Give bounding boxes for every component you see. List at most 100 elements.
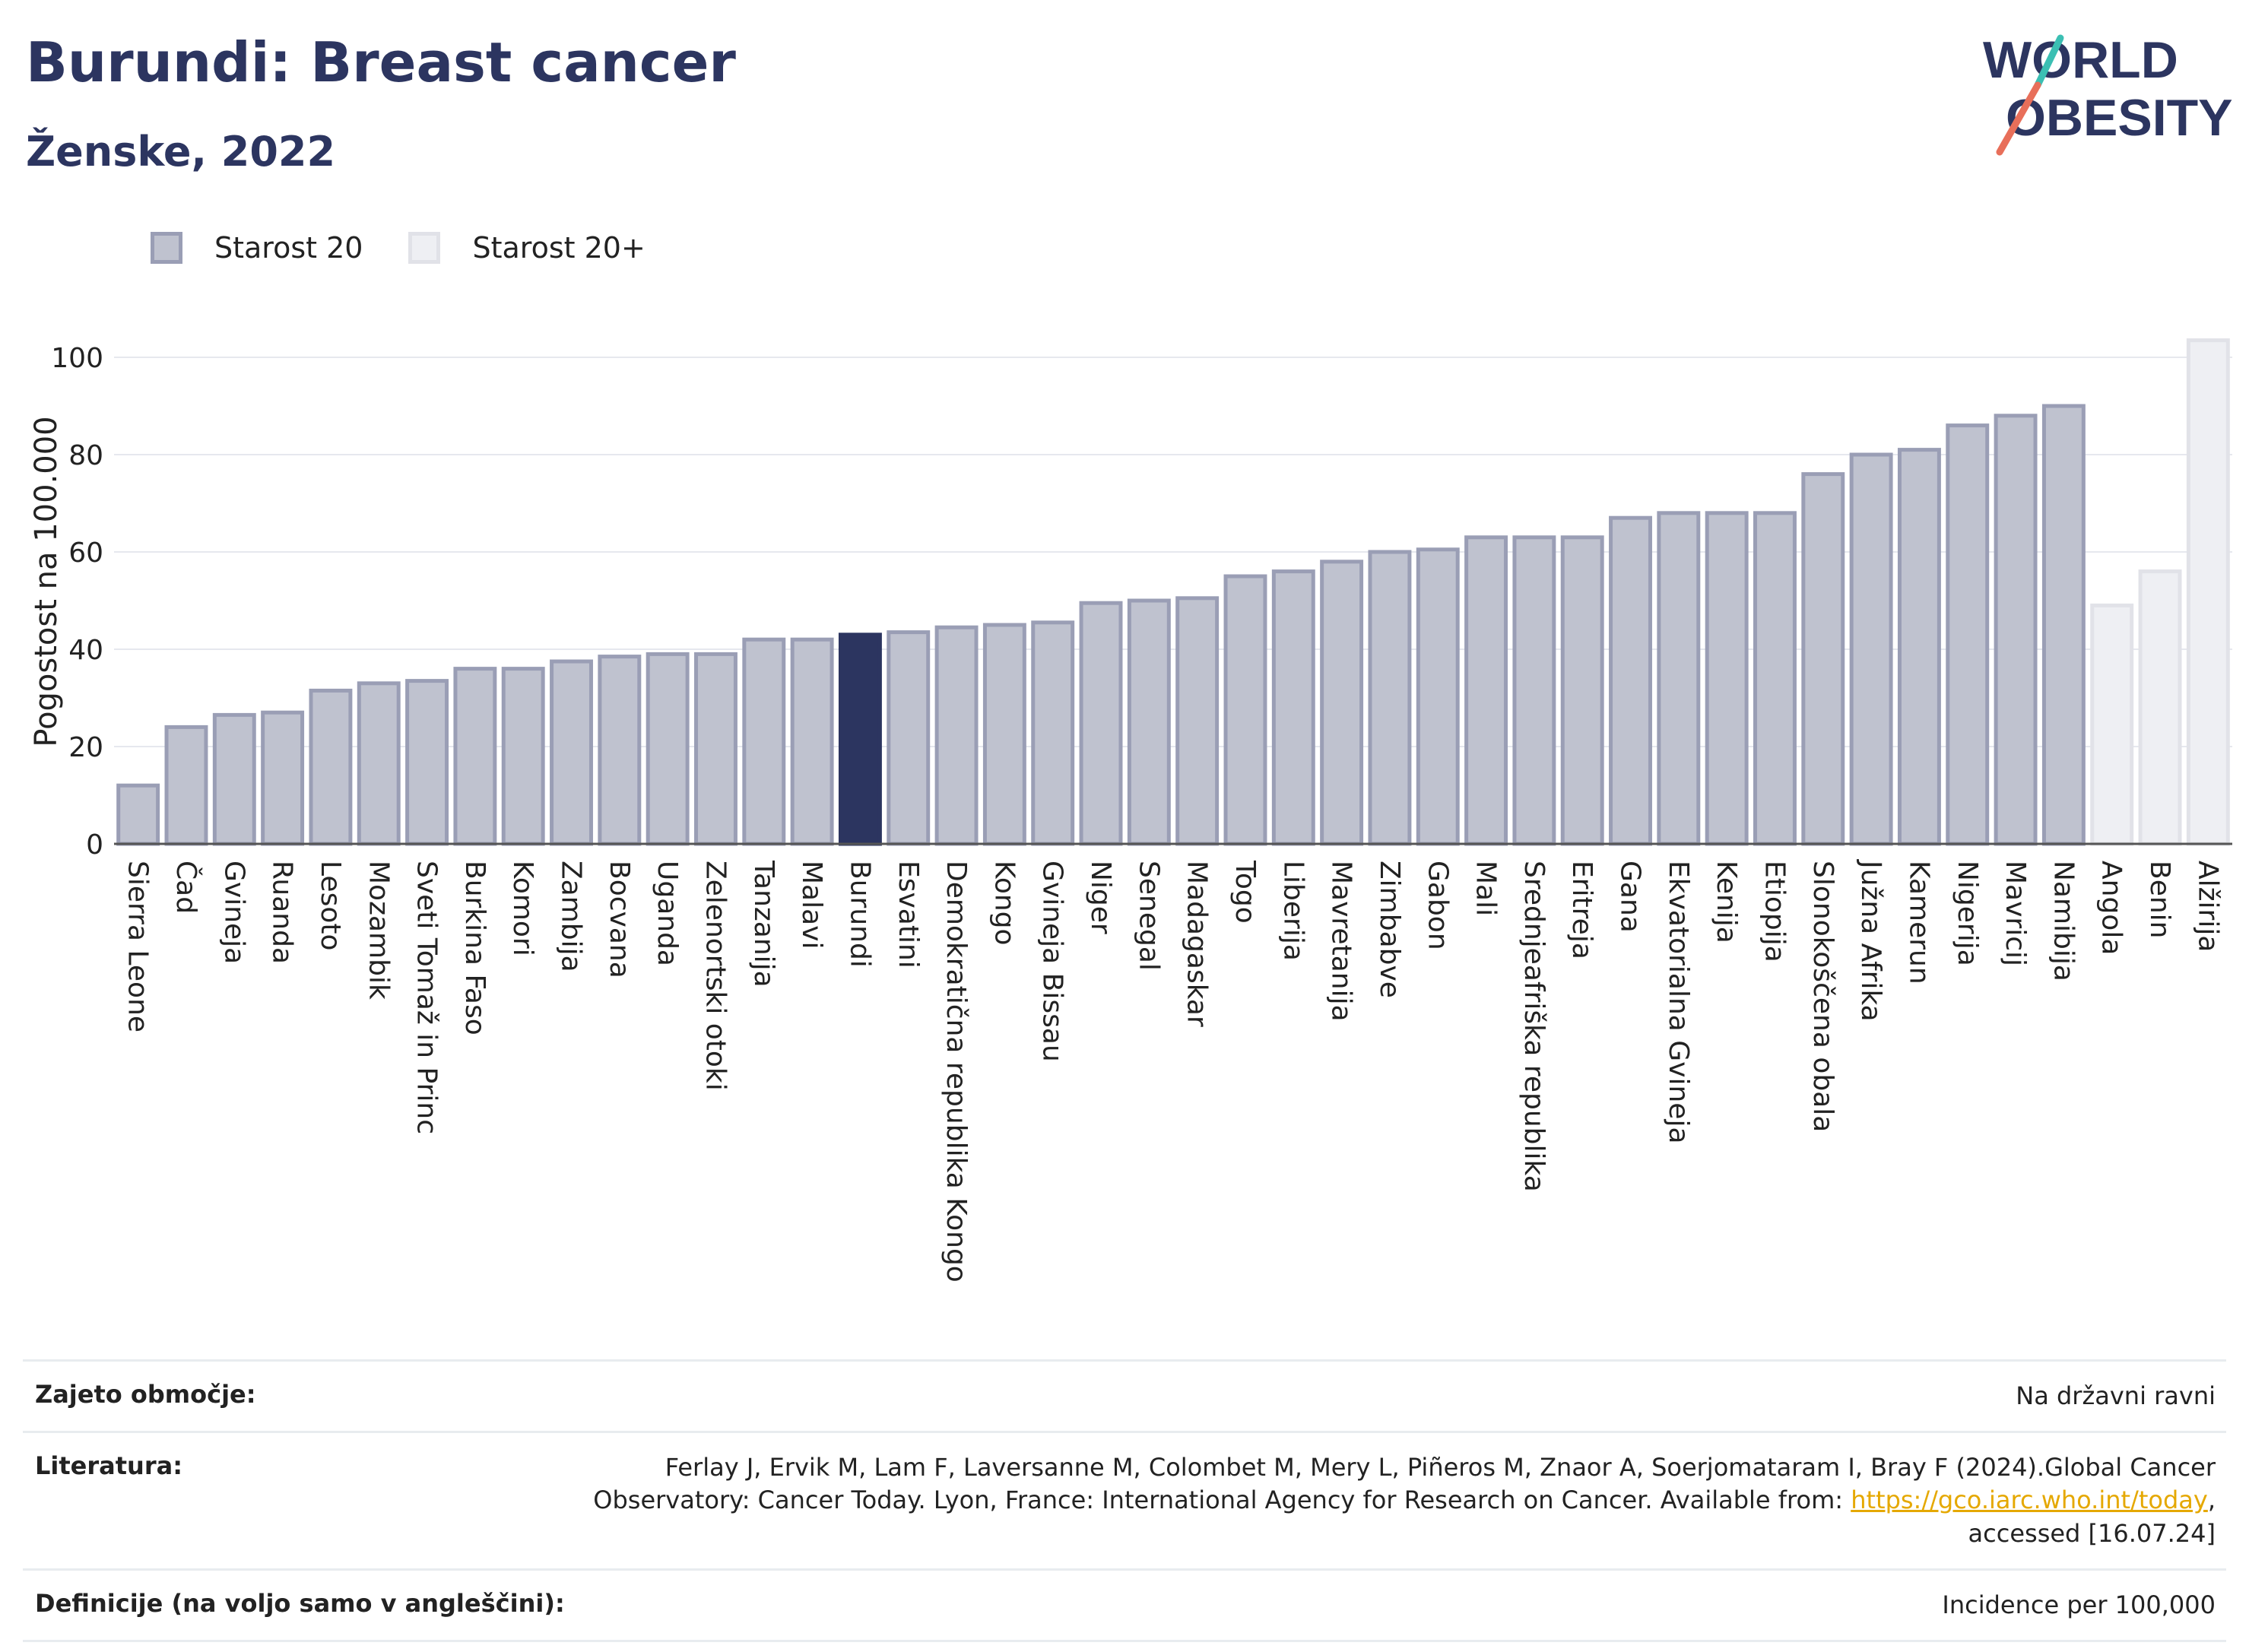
x-tick-label: Čad [170,861,202,914]
x-tick-label: Sierra Leone [122,861,154,1032]
x-tick-label: Namibija [2048,861,2079,981]
x-tick-label: Niger [1085,861,1116,934]
world-obesity-logo: WORLD OBESITY [1983,31,2233,156]
legend-item-age20plus[interactable]: Starost 20+ [408,231,646,265]
x-tick-label: Sveti Tomaž in Princ [411,861,443,1134]
x-tick-label: Gvineja [218,861,249,964]
bar [1271,569,1315,846]
bar [1705,511,1749,846]
bar [1223,574,1267,846]
bar [1320,560,1364,846]
x-tick-label: Mali [1470,861,1502,916]
bar [261,710,305,846]
x-tick-label: Liberija [1277,861,1308,961]
x-tick-label: Bocvana [604,861,635,978]
x-tick-label: Ruanda [267,861,298,964]
x-tick-label: Kenija [1711,861,1742,943]
x-tick-label: Mavricij [2000,861,2031,966]
y-tick-label: 0 [86,829,103,861]
bar [838,633,882,846]
x-tick-label: Burundi [844,861,875,968]
bar [1946,423,1990,846]
bar [934,625,979,846]
x-tick-label: Esvatini [893,861,924,969]
y-tick-label: 60 [68,537,103,569]
bar [550,659,593,846]
bar [1560,535,1604,846]
bar [453,667,497,846]
bar [1609,515,1652,846]
info-row-references: Literatura: Ferlay J, Ervik M, Lam F, La… [23,1431,2226,1568]
bar [887,630,931,846]
x-tick-label: Senegal [1133,861,1164,971]
bar [1416,547,1460,846]
y-tick-label: 20 [68,732,103,763]
x-tick-label: Malavi [796,861,827,950]
x-tick-label: Ekvatorialna Gvineja [1663,861,1694,1144]
x-tick-label: Mozambik [363,861,394,1000]
x-tick-label: Kamerun [1903,861,1934,985]
bar [1753,511,1797,846]
info-table: Zajeto območje: Na državni ravni Literat… [23,1359,2226,1642]
bar [405,679,449,846]
logo-word-2: OBESITY [2006,89,2233,147]
chart-title: Burundi: Breast cancer [26,30,736,94]
x-tick-label: Gabon [1422,861,1453,950]
bar-chart: 0 20 40 60 80 100 Pogostost na 100.000 Sierra L… [29,338,2232,1283]
bar [1127,598,1171,846]
x-tick-label: Eritreja [1566,861,1597,959]
x-tick-label: Zambija [556,861,587,972]
bar [164,725,208,846]
x-tick-label: Gvineja Bissau [1037,861,1068,1062]
reference-text: Ferlay J, Ervik M, Lam F, Laversanne M, … [593,1453,2216,1515]
y-tick-label: 100 [51,343,103,374]
bar [1801,472,1845,846]
x-tick-label: Južna Afrika [1855,859,1886,1022]
legend: Starost 20 Starost 20+ [151,225,691,271]
x-tick-label: Slonokoščena obala [1807,861,1838,1132]
info-label-definitions: Definicije (na voljo samo v angleščini): [35,1588,565,1618]
x-tick-label: Benin [2144,861,2175,938]
legend-label-age20: Starost 20 [214,231,363,265]
x-tick-label: Srednjeafriška republika [1518,861,1550,1192]
legend-swatch-age20 [151,232,182,264]
bar [694,652,738,846]
x-tick-label: Alžirija [2192,861,2223,952]
bar [116,783,160,846]
legend-swatch-age20plus [408,232,441,264]
info-label-coverage: Zajeto območje: [35,1380,256,1409]
bar [1175,596,1220,846]
bar [1368,550,1412,846]
bar [309,688,353,846]
bar [790,637,834,846]
logo-word-1: WORLD [1983,31,2178,89]
x-tick-label: Burkina Faso [459,861,490,1035]
logo-slash-coral [1996,81,2041,156]
y-tick-label: 80 [68,440,103,471]
x-tick-label: Madagaskar [1182,861,1213,1027]
bar [212,712,256,846]
bar [598,655,642,846]
info-value-references: Ferlay J, Ervik M, Lam F, Laversanne M, … [543,1451,2216,1550]
reference-link[interactable]: https://gco.iarc.who.int/today [1851,1486,2208,1515]
bar [1464,535,1508,846]
bar [1031,620,1075,846]
chart-subtitle: Ženske, 2022 [26,128,336,176]
bar [2041,404,2086,846]
x-tick-label: Mavretanija [1326,861,1357,1022]
bar [2090,603,2134,846]
y-tick-label: 40 [68,635,103,666]
x-tick-label: Angola [2096,861,2127,955]
info-value-coverage: Na državni ravni [2016,1381,2216,1410]
x-tick-label: Zelenortski otoki [699,861,731,1091]
bar [1079,601,1123,846]
x-tick-label: Togo [1229,860,1261,924]
bar [501,667,545,846]
legend-label-age20plus: Starost 20+ [472,231,646,265]
x-tick-label: Demokratična republika Kongo [941,861,972,1283]
legend-item-age20[interactable]: Starost 20 [151,231,363,265]
bar [1512,535,1556,846]
info-label-references: Literatura: [35,1451,182,1481]
bar [1657,511,1701,846]
bar [1849,452,1893,846]
